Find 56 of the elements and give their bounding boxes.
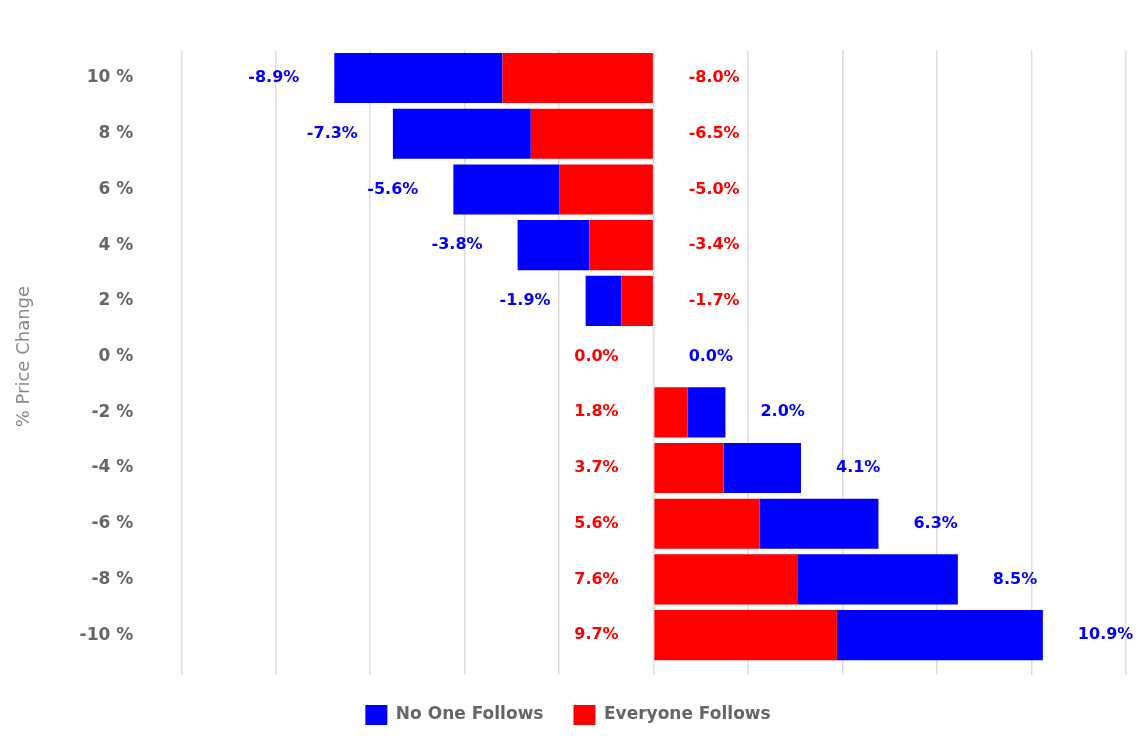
data-label: 4.1%: [836, 457, 881, 477]
data-label: 7.6%: [574, 568, 619, 588]
bar: [559, 164, 653, 215]
bar: [517, 220, 590, 271]
bar: [654, 610, 837, 661]
y-tick-label: -4 %: [91, 456, 134, 477]
data-label: 5.6%: [574, 512, 619, 532]
bar: [759, 498, 879, 549]
legend-label: No One Follows: [395, 703, 544, 724]
y-tick-label: -2 %: [91, 400, 134, 421]
bar: [334, 52, 503, 104]
bar: [654, 387, 688, 438]
bar: [585, 275, 622, 326]
y-tick-label: -10 %: [79, 623, 134, 644]
y-axis-title: % Price Change: [12, 285, 34, 428]
bar: [621, 275, 653, 326]
bar: [589, 220, 653, 271]
bar: [654, 442, 724, 494]
data-label: -8.0%: [688, 67, 740, 87]
data-label: 6.3%: [913, 512, 958, 532]
bar: [654, 498, 760, 549]
bar: [687, 387, 726, 438]
data-label: 1.8%: [574, 401, 619, 421]
data-label: 0.0%: [574, 345, 619, 365]
bar: [723, 442, 802, 494]
data-label: -7.3%: [306, 122, 358, 142]
bar: [453, 164, 560, 215]
data-label: 3.7%: [574, 457, 619, 477]
data-label: 10.9%: [1077, 624, 1134, 644]
data-label: 9.7%: [574, 624, 619, 644]
bar: [392, 108, 531, 159]
data-label: -1.9%: [499, 290, 551, 310]
y-tick-label: -6 %: [91, 512, 134, 533]
data-label: 8.5%: [992, 568, 1038, 588]
bar: [797, 554, 958, 605]
y-tick-label: 8 %: [98, 122, 134, 143]
y-tick-label: 10 %: [86, 66, 134, 87]
data-label: -3.8%: [431, 234, 483, 254]
data-label: -3.4%: [688, 234, 740, 254]
data-label: -5.6%: [367, 178, 419, 198]
y-tick-label: -8 %: [91, 567, 134, 588]
bar: [654, 554, 798, 605]
y-tick-label: 4 %: [98, 233, 134, 254]
y-tick-label: 6 %: [98, 177, 134, 198]
y-tick-label: 0 %: [98, 345, 134, 366]
legend-label: Everyone Follows: [603, 703, 771, 724]
y-tick-label: 2 %: [98, 289, 134, 310]
bar: [836, 610, 1043, 661]
data-label: -6.5%: [688, 122, 740, 142]
data-label: 0.0%: [688, 345, 734, 365]
data-label: -1.7%: [688, 290, 740, 310]
data-label: -5.0%: [688, 178, 740, 198]
bar: [530, 108, 653, 159]
bar: [502, 52, 653, 104]
data-label: 2.0%: [760, 401, 805, 421]
data-label: -8.9%: [248, 67, 300, 87]
